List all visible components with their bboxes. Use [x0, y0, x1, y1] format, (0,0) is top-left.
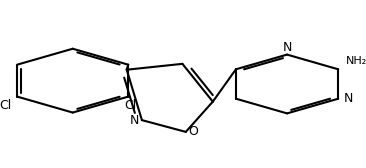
Text: NH₂: NH₂	[346, 56, 366, 66]
Text: N: N	[130, 114, 139, 127]
Text: Cl: Cl	[124, 99, 136, 112]
Text: N: N	[344, 92, 353, 105]
Text: Cl: Cl	[0, 99, 11, 112]
Text: N: N	[283, 41, 292, 54]
Text: O: O	[188, 125, 198, 138]
